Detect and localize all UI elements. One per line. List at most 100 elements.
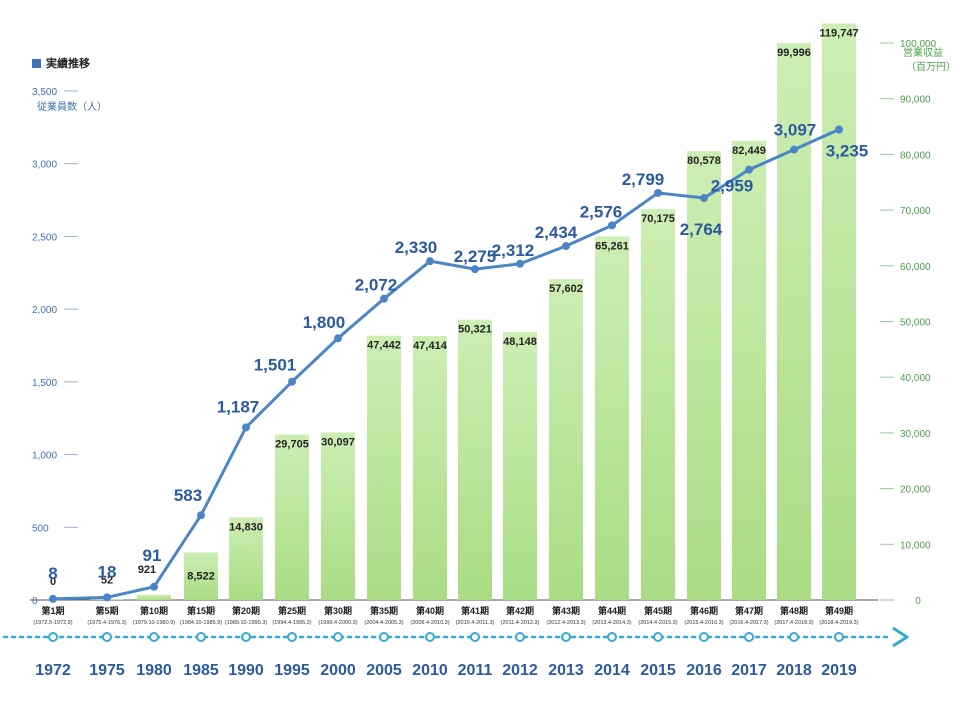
employee-point — [288, 377, 296, 386]
employee-point — [103, 593, 111, 602]
year-label: 1990 — [228, 662, 264, 679]
period-range: (2009.4-2010.3) — [410, 620, 449, 626]
period-label: 第20期 — [232, 605, 260, 616]
timeline-node — [744, 632, 754, 642]
right-tick-label: 20,000 — [900, 485, 931, 496]
revenue-bar — [641, 209, 675, 600]
employee-label: 1,501 — [254, 356, 297, 375]
employee-label: 2,434 — [535, 223, 578, 242]
timeline-node — [241, 632, 251, 642]
period-label: 第1期 — [41, 605, 64, 616]
employee-point — [745, 165, 753, 174]
revenue-bar — [275, 434, 309, 600]
year-label: 2010 — [412, 662, 448, 679]
employee-point — [197, 511, 205, 520]
period-range: (1972.5-1972.9) — [33, 620, 72, 626]
right-tick-label: 0 — [915, 596, 921, 607]
period-range: (1994.4-1995.3) — [272, 620, 311, 626]
year-label: 2013 — [548, 662, 584, 679]
revenue-label: 70,175 — [641, 213, 675, 225]
revenue-bar — [595, 236, 629, 601]
employee-label: 2,764 — [680, 220, 723, 239]
revenue-bar — [687, 151, 721, 600]
year-labels: 1972 1975 1980 1985 1990 1995 2000 2005 2010 2011… — [35, 662, 857, 679]
period-label: 第40期 — [416, 605, 444, 616]
employee-point — [334, 334, 342, 343]
employee-label: 2,330 — [395, 238, 438, 257]
timeline-node — [653, 632, 663, 642]
right-axis-title: 営業収益 — [903, 46, 943, 59]
right-tick-label: 40,000 — [900, 373, 931, 384]
employee-label: 3,097 — [774, 121, 817, 140]
revenue-bar — [367, 335, 401, 600]
employee-label: 2,312 — [492, 241, 535, 260]
period-range: (1984.10-1985.9) — [180, 620, 222, 626]
left-tick-label: 3,500 — [32, 87, 57, 98]
period-label: 第30期 — [324, 605, 352, 616]
period-label: 第43期 — [552, 605, 580, 616]
revenue-label: 30,097 — [321, 436, 355, 448]
timeline-arrow — [892, 626, 909, 648]
timeline-node — [333, 632, 343, 642]
legend: 実績推移 — [32, 56, 90, 70]
year-label: 2005 — [366, 662, 402, 679]
timeline-node — [149, 632, 159, 642]
revenue-label: 921 — [138, 564, 156, 576]
revenue-label: 99,996 — [777, 47, 811, 59]
timeline-node — [48, 632, 58, 642]
period-range: (2014.4-2015.3) — [638, 620, 677, 626]
employee-label: 1,187 — [217, 397, 260, 416]
employee-point — [835, 125, 843, 134]
period-range: (2017.4-2018.3) — [774, 620, 813, 626]
right-tick-label: 60,000 — [900, 262, 931, 273]
revenue-label: 48,148 — [503, 336, 537, 348]
revenue-label: 47,442 — [367, 340, 401, 352]
employee-point — [516, 259, 524, 268]
timeline — [2, 626, 909, 648]
revenue-bar — [321, 432, 355, 600]
timeline-node — [379, 632, 389, 642]
left-tick-label: 500 — [32, 523, 49, 534]
right-tick-label: 70,000 — [900, 206, 931, 217]
period-label: 第41期 — [461, 605, 489, 616]
left-tick-label: 1,000 — [32, 451, 57, 462]
period-range: (1989.10-1990.3) — [225, 620, 267, 626]
period-label: 第10期 — [140, 605, 168, 616]
right-axis: 100,000 90,000 80,000 70,000 60,000 50,000 40,… — [880, 39, 937, 607]
timeline-node — [515, 632, 525, 642]
revenue-label: 0 — [50, 576, 56, 588]
employee-point — [654, 188, 662, 197]
year-label: 2018 — [776, 662, 812, 679]
period-range: (2013.4-2014.3) — [592, 620, 631, 626]
revenue-label: 8,522 — [187, 571, 215, 583]
employee-label: 1,800 — [303, 313, 346, 332]
period-label: 第45期 — [644, 605, 672, 616]
period-range: (1975.4-1976.3) — [87, 620, 126, 626]
period-range: (2004.4-2005.3) — [364, 620, 403, 626]
year-label: 2011 — [458, 662, 493, 679]
revenue-label: 50,321 — [458, 324, 492, 336]
legend-label: 実績推移 — [46, 56, 90, 70]
right-tick-label: 100,000 — [900, 39, 937, 50]
left-axis-title: 従業員数（人） — [37, 100, 107, 113]
revenue-bar — [229, 517, 263, 600]
employee-label: 2,799 — [622, 170, 665, 189]
right-tick-label: 50,000 — [900, 318, 931, 329]
left-tick-label: 2,500 — [32, 232, 57, 243]
revenue-bar — [822, 23, 856, 600]
period-label: 第47期 — [735, 605, 763, 616]
employee-label: 2,959 — [711, 177, 754, 196]
year-label: 1975 — [89, 662, 125, 679]
year-label: 2016 — [686, 662, 722, 679]
revenue-bar — [184, 552, 218, 600]
left-tick-label: 2,000 — [32, 305, 57, 316]
period-label: 第46期 — [690, 605, 718, 616]
year-label: 2017 — [731, 662, 767, 679]
employee-label: 8 — [48, 564, 57, 583]
legend-swatch — [32, 59, 41, 68]
period-label: 第49期 — [825, 605, 853, 616]
timeline-node — [561, 632, 571, 642]
employee-line — [49, 125, 843, 603]
employee-point — [49, 594, 57, 603]
timeline-node — [102, 632, 112, 642]
